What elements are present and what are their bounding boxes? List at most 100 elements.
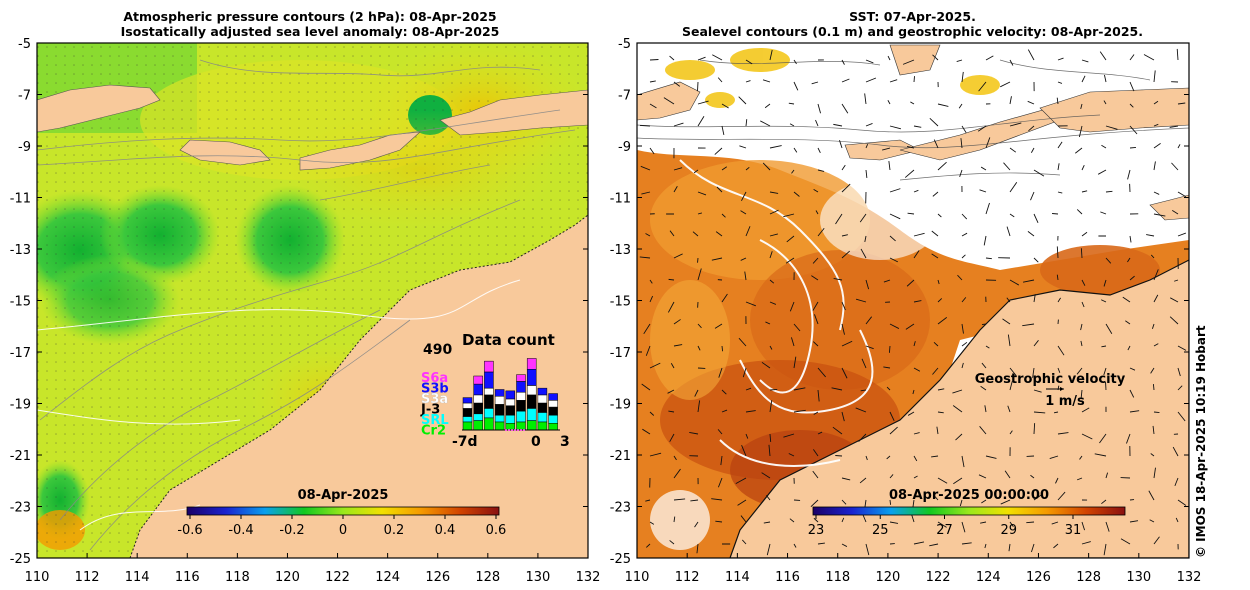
- velocity-vector: [1153, 343, 1159, 347]
- velocity-vector: [790, 337, 795, 347]
- right-lat-tick-label: -7: [618, 89, 631, 104]
- velocity-vector: [865, 543, 870, 556]
- right-lat-tick-label: -17: [610, 346, 631, 361]
- velocity-vector: [739, 145, 747, 149]
- velocity-vector: [721, 213, 726, 218]
- velocity-vector: [933, 342, 939, 347]
- count-bar-segment: [484, 387, 494, 396]
- sla-colorbar-tick-label: 0.4: [435, 523, 456, 538]
- velocity-vector: [1149, 519, 1155, 523]
- velocity-vector: [735, 477, 747, 485]
- count-bar-segment: [516, 421, 526, 431]
- velocity-vector: [694, 521, 699, 528]
- velocity-vector: [1177, 102, 1186, 105]
- velocity-vector: [859, 477, 867, 484]
- velocity-vector: [673, 81, 681, 87]
- velocity-vector: [1152, 384, 1155, 391]
- velocity-vector: [1177, 232, 1187, 237]
- velocity-vector: [763, 521, 771, 524]
- velocity-vector: [1081, 541, 1091, 545]
- velocity-vector: [1105, 257, 1112, 264]
- count-bar-segment: [505, 423, 516, 431]
- velocity-vector: [1153, 411, 1160, 414]
- velocity-vector: [961, 455, 965, 468]
- count-bar-segment: [548, 423, 558, 431]
- left-lat-tick-label: -23: [10, 501, 31, 516]
- count-bar-segment: [526, 358, 537, 370]
- velocity-vector: [937, 316, 948, 325]
- velocity-vector: [1080, 340, 1083, 347]
- velocity-vector: [959, 499, 963, 507]
- velocity-vector: [769, 191, 779, 194]
- velocity-vector: [1146, 234, 1155, 237]
- velocity-vector: [721, 103, 729, 109]
- count-bar-segment: [494, 421, 505, 431]
- velocity-vector: [831, 387, 843, 391]
- velocity-vector: [861, 358, 867, 369]
- velocity-vector: [906, 146, 915, 149]
- velocity-vector: [793, 191, 800, 197]
- count-bar-segment: [537, 421, 548, 431]
- velocity-vector: [741, 191, 747, 202]
- velocity-vector: [1027, 49, 1035, 61]
- velocity-vector: [985, 137, 991, 149]
- velocity-vector: [1033, 294, 1036, 303]
- velocity-vector: [1177, 385, 1183, 391]
- count-bar-segment: [548, 406, 558, 416]
- velocity-vector: [929, 117, 939, 127]
- velocity-vector: [1177, 345, 1187, 351]
- velocity-vector: [1129, 146, 1137, 149]
- count-bar-segment: [526, 369, 537, 386]
- left-lat-tick-label: -21: [10, 449, 31, 464]
- velocity-vector: [663, 97, 675, 105]
- right-lon-tick-label: 110: [625, 570, 650, 585]
- velocity-vector: [1081, 521, 1085, 531]
- velocity-vector: [961, 362, 964, 369]
- velocity-vector: [1171, 162, 1179, 171]
- velocity-vector: [1127, 169, 1131, 180]
- velocity-vector: [740, 210, 747, 215]
- count-bar-segment: [516, 410, 526, 423]
- left-lat-tick-label: -13: [10, 243, 31, 258]
- velocity-vector: [1057, 297, 1061, 303]
- velocity-vector: [697, 100, 709, 105]
- velocity-vector: [1129, 125, 1138, 135]
- velocity-vector: [1027, 100, 1035, 105]
- velocity-vector: [649, 452, 662, 457]
- velocity-vector: [913, 432, 920, 435]
- velocity-vector: [1000, 499, 1011, 505]
- velocity-vector: [910, 101, 915, 105]
- velocity-vector: [1148, 490, 1155, 501]
- velocity-vector: [697, 81, 699, 92]
- velocity-vector: [961, 213, 968, 220]
- velocity-vector: [886, 455, 891, 460]
- velocity-vector: [984, 405, 987, 413]
- velocity-vector: [718, 367, 723, 378]
- velocity-vector: [1033, 213, 1039, 223]
- velocity-vector: [649, 147, 655, 155]
- velocity-vector: [646, 543, 651, 548]
- velocity-vector: [1009, 122, 1022, 127]
- right-lon-tick-label: 112: [675, 570, 700, 585]
- velocity-vector: [1129, 103, 1134, 108]
- velocity-vector: [937, 521, 947, 528]
- velocity-vector: [1081, 59, 1089, 63]
- count-bar-segment: [526, 385, 537, 396]
- velocity-vector: [889, 426, 898, 435]
- velocity-vector: [715, 520, 723, 523]
- velocity-vector: [667, 389, 675, 394]
- velocity-vector: [1174, 279, 1179, 282]
- velocity-vector: [817, 227, 825, 237]
- velocity-vector: [721, 345, 724, 352]
- velocity-vector: [933, 494, 939, 501]
- velocity-vector: [883, 279, 891, 283]
- velocity-vector: [889, 257, 899, 263]
- sla-map: [37, 43, 588, 558]
- sst-colorbar-tick-label: 27: [936, 523, 953, 538]
- velocity-vector: [1169, 125, 1179, 128]
- right-lat-tick-label: -5: [618, 37, 631, 52]
- velocity-vector: [841, 543, 848, 547]
- velocity-vector: [785, 257, 795, 264]
- velocity-vector: [649, 295, 654, 303]
